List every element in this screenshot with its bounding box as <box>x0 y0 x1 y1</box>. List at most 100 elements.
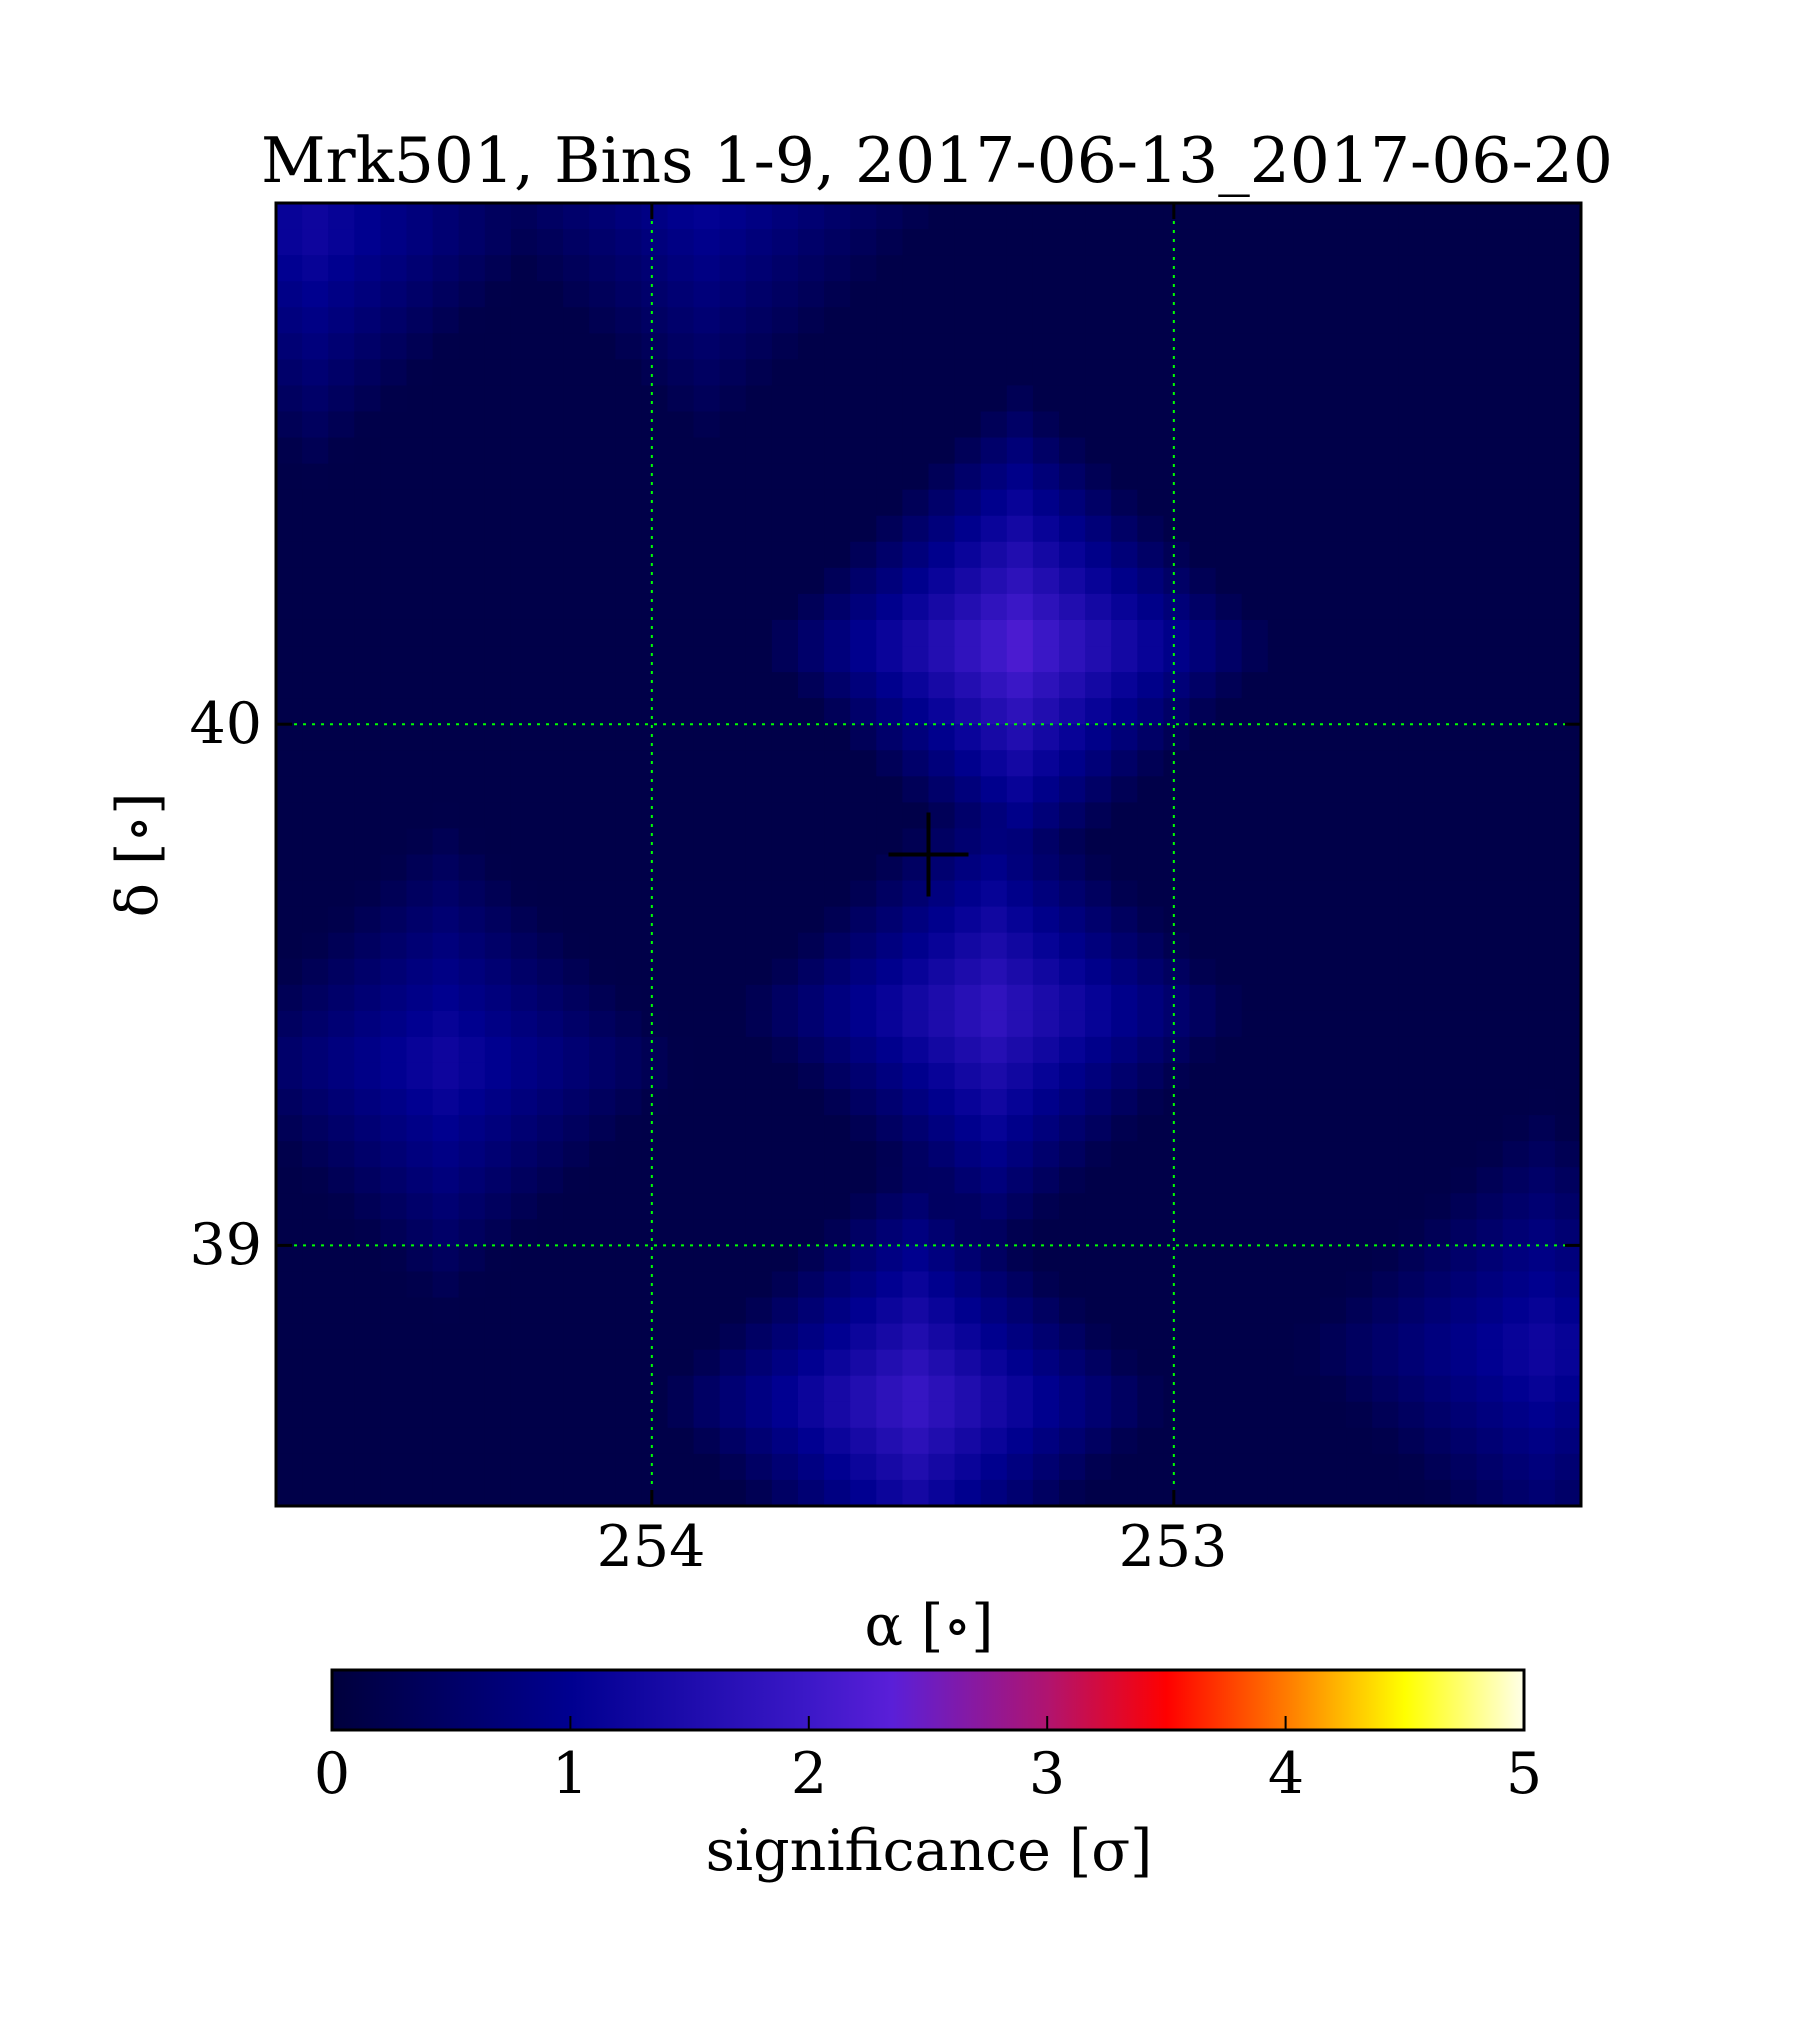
heatmap-cell <box>1320 515 1347 543</box>
heatmap-cell <box>1006 906 1034 934</box>
heatmap-cell <box>1450 724 1478 751</box>
heatmap-cell <box>719 828 747 856</box>
heatmap-cell <box>1476 958 1504 986</box>
heatmap-cell <box>824 1401 851 1429</box>
heatmap-cell <box>276 854 303 882</box>
heatmap-cell <box>641 203 669 230</box>
heatmap-cell <box>1163 1271 1191 1299</box>
heatmap-cell <box>1398 1141 1425 1168</box>
heatmap-cell <box>1059 307 1086 334</box>
heatmap-cell <box>1059 385 1086 413</box>
heatmap-cell <box>667 802 695 830</box>
heatmap-cell <box>693 385 721 413</box>
heatmap-cell <box>1502 307 1530 334</box>
heatmap-cell <box>1450 1427 1478 1455</box>
heatmap-cell <box>1267 776 1295 803</box>
heatmap-cell <box>537 1036 564 1064</box>
heatmap-cell <box>798 489 825 517</box>
heatmap-cell <box>510 1062 538 1090</box>
heatmap-cell <box>980 229 1008 256</box>
heatmap-cell <box>1111 411 1138 439</box>
heatmap-cell <box>510 906 538 934</box>
heatmap-cell <box>1424 1323 1452 1351</box>
heatmap-cell <box>1424 255 1452 282</box>
heatmap-cell <box>589 1036 616 1064</box>
heatmap-cell <box>1502 724 1530 751</box>
heatmap-cell <box>1293 750 1321 777</box>
heatmap-cell <box>824 619 851 647</box>
heatmap-cell <box>589 802 616 830</box>
heatmap-cell <box>824 906 851 934</box>
heatmap-cell <box>1476 463 1504 491</box>
heatmap-cell <box>537 281 564 308</box>
heatmap-cell <box>328 1401 355 1429</box>
heatmap-cell <box>1293 932 1321 960</box>
heatmap-cell <box>954 567 982 595</box>
heatmap-cell <box>771 1349 799 1377</box>
heatmap-cell <box>745 619 773 647</box>
heatmap-cell <box>458 1036 486 1064</box>
heatmap-cell <box>928 1062 956 1090</box>
heatmap-cell <box>876 880 903 908</box>
heatmap-cell <box>1163 1193 1191 1220</box>
heatmap-cell <box>980 567 1008 595</box>
heatmap-cell <box>980 1323 1008 1351</box>
heatmap-cell <box>1502 1375 1530 1403</box>
heatmap-cell <box>1006 646 1034 673</box>
heatmap-cell <box>1554 515 1582 543</box>
heatmap-cell <box>1476 880 1504 908</box>
heatmap-cell <box>902 307 930 334</box>
heatmap-cell <box>1320 932 1347 960</box>
heatmap-cell <box>641 1219 669 1246</box>
heatmap-cell <box>484 1010 512 1038</box>
heatmap-cell <box>589 672 616 699</box>
heatmap-cell <box>1293 515 1321 543</box>
heatmap-cell <box>510 203 538 230</box>
heatmap-cell <box>719 672 747 699</box>
heatmap-cell <box>719 750 747 777</box>
heatmap-cell <box>537 1062 564 1090</box>
heatmap-cell <box>1424 359 1452 387</box>
heatmap-cell <box>1163 1010 1191 1038</box>
heatmap-cell <box>458 672 486 699</box>
heatmap-cell <box>615 1323 642 1351</box>
heatmap-cell <box>667 567 695 595</box>
heatmap-cell <box>745 776 773 803</box>
heatmap-cell <box>1006 1062 1034 1090</box>
heatmap-cell <box>1137 333 1164 360</box>
heatmap-cell <box>641 906 669 934</box>
heatmap-cell <box>1085 1245 1112 1273</box>
heatmap-cell <box>1320 1193 1347 1220</box>
heatmap-cell <box>406 203 434 230</box>
heatmap-cell <box>302 1323 329 1351</box>
heatmap-cell <box>406 958 434 986</box>
heatmap-cell <box>1085 359 1112 387</box>
heatmap-cell <box>432 1375 460 1403</box>
heatmap-cell <box>1059 1479 1086 1507</box>
heatmap-cell <box>1346 984 1373 1012</box>
heatmap-cell <box>1528 1453 1556 1481</box>
heatmap-cell <box>1554 333 1582 360</box>
heatmap-cell <box>954 776 982 803</box>
heatmap-cell <box>798 984 825 1012</box>
heatmap-cell <box>954 437 982 465</box>
heatmap-cell <box>1085 489 1112 517</box>
heatmap-cell <box>1111 932 1138 960</box>
heatmap-cell <box>406 593 434 621</box>
heatmap-cell <box>1241 880 1269 908</box>
heatmap-cell <box>667 541 695 569</box>
heatmap-cell <box>1346 463 1373 491</box>
heatmap-cell <box>1215 1427 1243 1455</box>
heatmap-cell <box>745 828 773 856</box>
heatmap-cell <box>328 932 355 960</box>
heatmap-cell <box>1163 958 1191 986</box>
heatmap-cell <box>484 1401 512 1429</box>
heatmap-cell <box>1346 541 1373 569</box>
heatmap-cell <box>902 619 930 647</box>
heatmap-cell <box>850 281 877 308</box>
heatmap-cell <box>1502 802 1530 830</box>
heatmap-cell <box>954 1062 982 1090</box>
heatmap-cell <box>719 333 747 360</box>
heatmap-cell <box>302 1401 329 1429</box>
heatmap-cell <box>302 1036 329 1064</box>
